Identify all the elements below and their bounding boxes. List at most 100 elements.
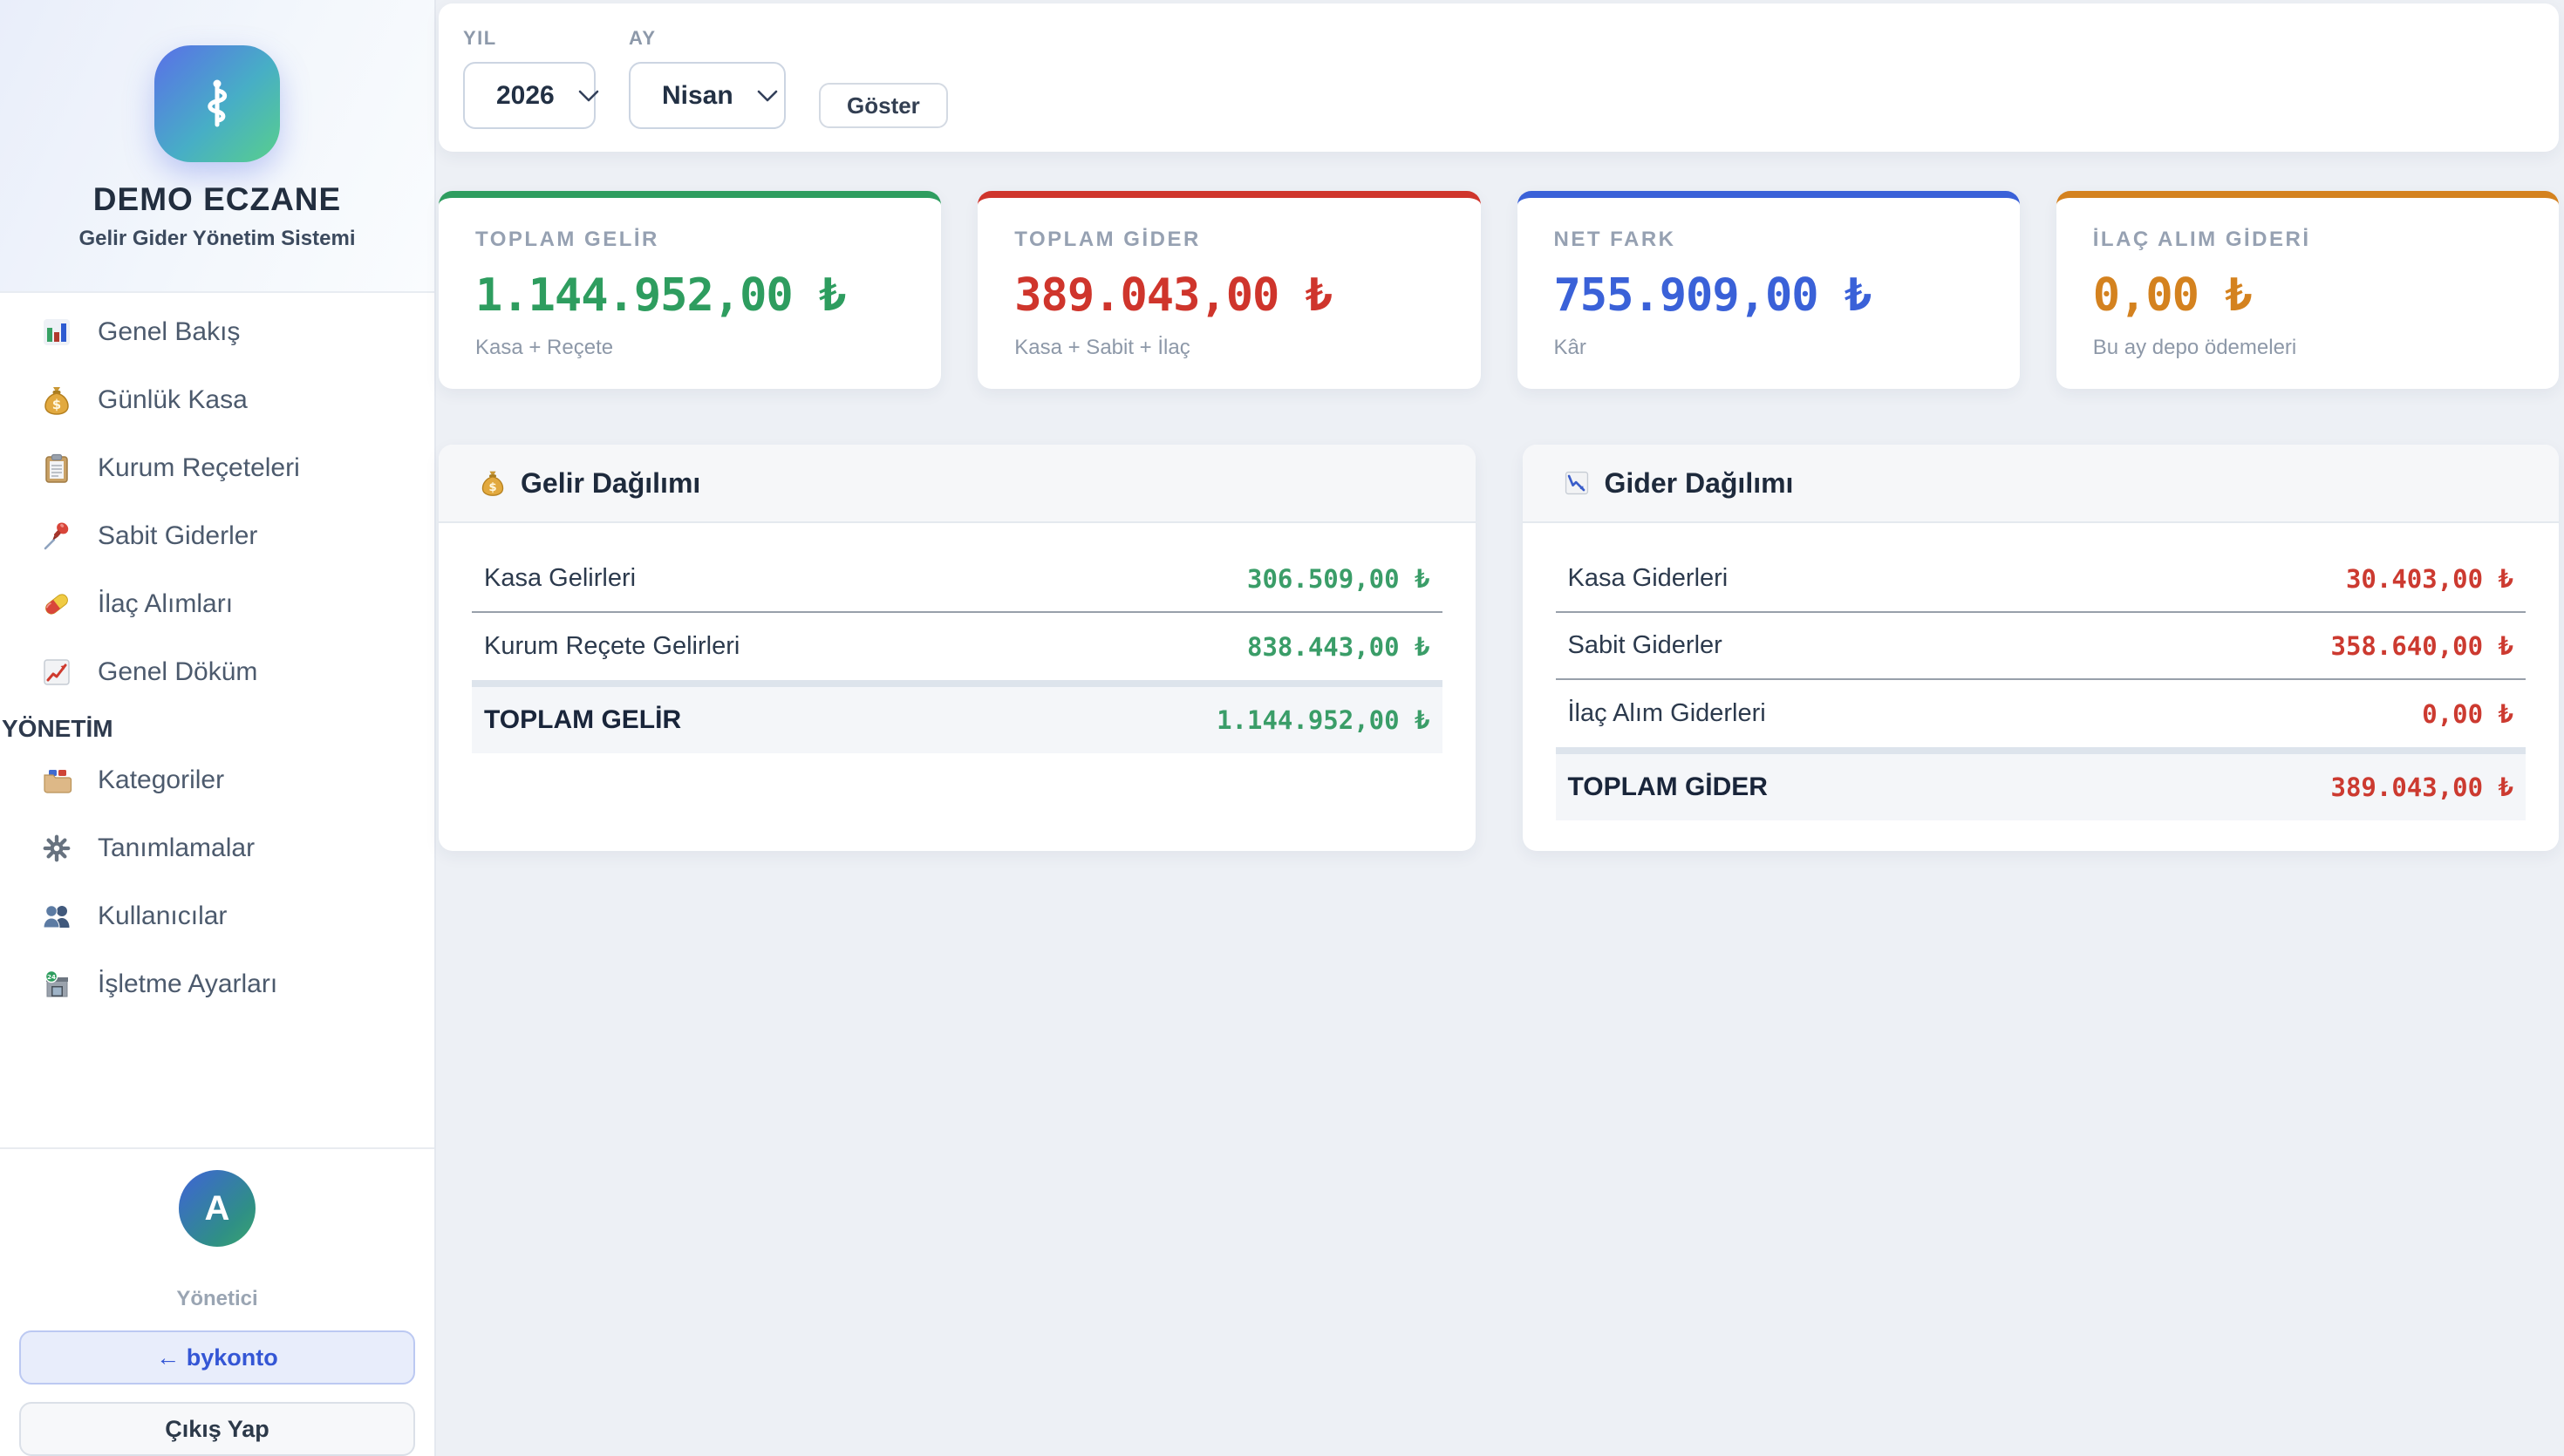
sidebar-item-kullanicilar[interactable]: Kullanıcılar [0,882,434,950]
money-bag-icon: $ [479,469,507,497]
chart-up-icon [38,656,75,689]
income-panel-title: Gelir Dağılımı [521,466,701,499]
income-row: Kasa Gelirleri 306.509,00 ₺ [472,546,1442,613]
sidebar-item-kurum-receteleri[interactable]: Kurum Reçeteleri [0,434,434,502]
svg-text:24: 24 [47,974,56,981]
brand-title: DEMO ECZANE [92,181,342,217]
avatar: A [179,1170,256,1247]
income-row-value: 306.509,00 ₺ [1246,563,1430,594]
sidebar-section-label: YÖNETİM [2,715,113,742]
expense-row-label: İlaç Alım Giderleri [1567,699,1766,727]
back-to-bykonto-button[interactable]: ← bykonto [19,1330,415,1385]
year-select-value: 2026 [496,80,555,110]
stat-card-subtitle: Kasa + Reçete [475,336,614,359]
expense-row-value: 30.403,00 ₺ [2345,563,2513,594]
stat-card-subtitle: Bu ay depo ödemeleri [2092,336,2297,359]
stat-card-toplam-gelir: TOPLAM GELİR 1.144.952,00 ₺ Kasa + Reçet… [439,191,942,389]
expense-panel-header: Gider Dağılımı [1522,445,2559,523]
clipboard-icon [38,452,75,485]
stat-card-label: NET FARK [1553,228,1676,251]
sidebar-item-genel-dokum[interactable]: Genel Döküm [0,638,434,706]
sidebar-item-ilac-alimlari[interactable]: İlaç Alımları [0,570,434,638]
stat-card-toplam-gider: TOPLAM GİDER 389.043,00 ₺ Kasa + Sabit +… [978,191,1481,389]
main-content: YIL 2026 AY Nisan Göster [436,0,2564,1456]
expense-panel: Gider Dağılımı Kasa Giderleri 30.403,00 … [1522,445,2560,851]
expense-total-row: TOPLAM GİDER 389.043,00 ₺ [1555,747,2526,820]
month-label: AY [629,27,657,49]
income-row-label: Kurum Reçete Gelirleri [484,632,740,660]
expense-row-label: Kasa Giderleri [1567,564,1729,592]
show-button[interactable]: Göster [819,83,948,128]
expense-panel-title: Gider Dağılımı [1604,466,1794,499]
income-row-value: 838.443,00 ₺ [1246,631,1430,662]
stat-card-label: TOPLAM GİDER [1014,228,1201,251]
month-field: AY Nisan [629,27,786,129]
sidebar-menu: Genel Bakış $ Günlük Kasa [0,298,434,1147]
logout-button[interactable]: Çıkış Yap [19,1402,415,1456]
sidebar-item-genel-bakis[interactable]: Genel Bakış [0,298,434,366]
sidebar-item-label: Sabit Giderler [98,521,258,550]
sidebar: DEMO ECZANE Gelir Gider Yönetim Sistemi … [0,0,436,1456]
year-field: YIL 2026 [463,27,599,129]
sidebar-item-label: Tanımlamalar [98,833,256,862]
month-select-value: Nisan [662,80,733,110]
stat-card-subtitle: Kasa + Sabit + İlaç [1014,336,1190,359]
income-panel-body: Kasa Gelirleri 306.509,00 ₺ Kurum Reçete… [439,523,1476,753]
expense-total-value: 389.043,00 ₺ [2330,772,2513,802]
year-select[interactable]: 2026 [463,62,599,129]
sidebar-item-label: Kurum Reçeteleri [98,453,300,482]
income-total-label: TOPLAM GELİR [484,705,682,734]
stat-card-subtitle: Kâr [1553,336,1586,359]
caduceus-icon [154,45,280,162]
expense-row-value: 0,00 ₺ [2422,698,2513,729]
pushpin-icon [38,520,75,553]
sidebar-item-isletme-ayarlari[interactable]: 24 İşletme Ayarları [0,950,434,1018]
chevron-down-icon [577,89,600,103]
month-select[interactable]: Nisan [629,62,786,129]
income-panel: $ Gelir Dağılımı Kasa Gelirleri 306.509,… [439,445,1476,851]
store-icon: 24 [38,968,75,1001]
year-label: YIL [463,27,497,49]
sidebar-item-sabit-giderler[interactable]: Sabit Giderler [0,502,434,570]
expense-total-label: TOPLAM GİDER [1567,772,1768,801]
income-panel-header: $ Gelir Dağılımı [439,445,1476,523]
chevron-down-icon [756,89,779,103]
distribution-panels: $ Gelir Dağılımı Kasa Gelirleri 306.509,… [439,445,2559,851]
chart-down-icon [1563,469,1591,497]
stat-cards: TOPLAM GELİR 1.144.952,00 ₺ Kasa + Reçet… [439,191,2559,389]
svg-text:$: $ [488,481,496,494]
expense-panel-body: Kasa Giderleri 30.403,00 ₺ Sabit Giderle… [1523,523,2560,820]
gear-icon [38,832,75,865]
filter-bar: YIL 2026 AY Nisan Göster [439,3,2559,152]
sidebar-item-tanimlamalar[interactable]: Tanımlamalar [0,814,434,882]
sidebar-item-label: İlaç Alımları [98,589,234,618]
sidebar-item-label: Kategoriler [98,765,225,794]
pill-icon [38,588,75,621]
expense-row: Kasa Giderleri 30.403,00 ₺ [1555,546,2526,613]
bar-chart-icon [38,316,75,349]
folder-tabs-icon [38,764,75,797]
sidebar-item-gunluk-kasa[interactable]: $ Günlük Kasa [0,366,434,434]
stat-card-value: 0,00 ₺ [2092,269,2253,322]
stat-card-label: İLAÇ ALIM GİDERİ [2092,228,2311,251]
expense-row-value: 358.640,00 ₺ [2330,630,2513,661]
stat-card-net-fark: NET FARK 755.909,00 ₺ Kâr [1517,191,2020,389]
sidebar-footer: A Yönetici ← bykonto Çıkış Yap [0,1147,434,1456]
stat-card-value: 1.144.952,00 ₺ [475,269,846,322]
svg-text:$: $ [52,397,61,412]
sidebar-item-kategoriler[interactable]: Kategoriler [0,746,434,814]
expense-row: İlaç Alım Giderleri 0,00 ₺ [1556,680,2526,747]
stat-card-value: 389.043,00 ₺ [1014,269,1333,322]
stat-card-ilac-alim-gideri: İLAÇ ALIM GİDERİ 0,00 ₺ Bu ay depo ödeme… [2056,191,2559,389]
users-icon [38,900,75,933]
income-total-value: 1.144.952,00 ₺ [1217,705,1430,735]
money-bag-icon: $ [38,384,75,417]
stat-card-label: TOPLAM GELİR [475,228,659,251]
income-row: Kurum Reçete Gelirleri 838.443,00 ₺ [472,613,1442,680]
expense-row: Sabit Giderler 358.640,00 ₺ [1555,613,2526,680]
income-total-row: TOPLAM GELİR 1.144.952,00 ₺ [472,680,1442,753]
stat-card-value: 755.909,00 ₺ [1553,269,1872,322]
brand: DEMO ECZANE Gelir Gider Yönetim Sistemi [0,0,434,293]
user-role-label: Yönetici [176,1287,258,1310]
